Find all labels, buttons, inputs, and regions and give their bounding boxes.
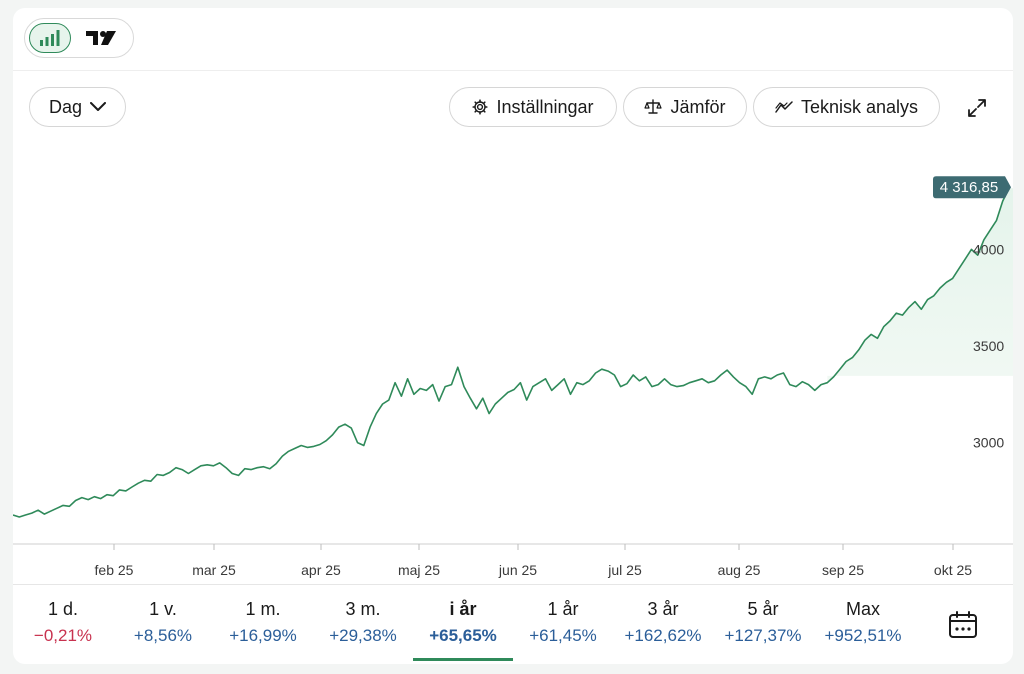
technical-analysis-label: Teknisk analys <box>800 96 919 117</box>
calendar-icon <box>949 611 977 638</box>
chart-card: Dag Inställningar Jämför Teknisk analys <box>13 8 1013 664</box>
x-tick-label: jul 25 <box>607 562 642 578</box>
period-label: 1 v. <box>149 599 177 619</box>
y-tick-label: 4000 <box>973 241 1004 257</box>
period-change: +127,37% <box>724 626 802 645</box>
compare-label: Jämför <box>670 96 726 117</box>
date-range-button[interactable] <box>943 607 983 643</box>
x-tick-label: aug 25 <box>718 562 761 578</box>
period-label: 1 år <box>547 599 579 619</box>
period-option[interactable]: 1 m. +16,99% <box>213 585 313 664</box>
x-tick-label: maj 25 <box>398 562 440 578</box>
technical-analysis-button[interactable]: Teknisk analys <box>753 87 940 127</box>
period-option[interactable]: i år +65,65% <box>413 585 513 664</box>
x-tick-label: apr 25 <box>301 562 341 578</box>
price-line <box>13 187 1010 518</box>
x-tick-label: sep 25 <box>822 562 864 578</box>
compare-button[interactable]: Jämför <box>623 87 747 127</box>
scale-icon <box>644 99 663 114</box>
period-label: Max <box>845 599 880 619</box>
expand-icon <box>968 99 986 117</box>
tradingview-toggle[interactable] <box>81 26 121 50</box>
period-label: i år <box>449 599 477 619</box>
period-option[interactable]: 1 d. −0,21% <box>13 585 113 664</box>
period-label: 1 m. <box>245 599 281 619</box>
view-toggle-bar <box>13 8 1013 71</box>
fullscreen-button[interactable] <box>963 94 991 122</box>
price-area <box>827 188 1013 383</box>
chevron-down-icon <box>90 102 107 111</box>
period-change: +65,65% <box>429 626 497 645</box>
period-label: 3 år <box>647 599 679 619</box>
period-option[interactable]: 1 v. +8,56% <box>113 585 213 664</box>
view-toggle <box>24 18 134 58</box>
period-option[interactable]: Max +952,51% <box>813 585 913 664</box>
x-tick-label: okt 25 <box>934 562 972 578</box>
settings-button[interactable]: Inställningar <box>449 87 617 127</box>
last-price-tag: 4 316,85 <box>933 176 1011 199</box>
period-change: +61,45% <box>529 626 597 645</box>
x-tick-label: mar 25 <box>192 562 236 578</box>
interval-label: Dag <box>48 96 83 117</box>
period-option[interactable]: 1 år +61,45% <box>513 585 613 664</box>
y-axis-labels: 3000 3500 4000 <box>973 241 1004 450</box>
y-tick-label: 3000 <box>973 435 1004 451</box>
period-label: 1 d. <box>47 599 79 619</box>
price-chart[interactable]: 3000 3500 4000 feb 25 mar 25 apr 25 maj 25 jun… <box>13 148 1013 584</box>
period-selector: 1 d. −0,21% 1 v. +8,56% 1 m. +16,99% 3 m. +29,3… <box>13 584 1013 664</box>
x-tick-label: feb 25 <box>95 562 134 578</box>
period-option[interactable]: 3 år +162,62% <box>613 585 713 664</box>
period-change: +29,38% <box>329 626 397 645</box>
gear-icon <box>472 99 489 115</box>
period-label: 5 år <box>747 599 779 619</box>
last-price-label: 4 316,85 <box>940 179 998 196</box>
simple-chart-toggle[interactable] <box>29 23 71 53</box>
last-price-tag-bg <box>933 176 1011 199</box>
period-change: +8,56% <box>133 626 193 645</box>
trend-lines-icon <box>775 101 793 113</box>
period-change: +952,51% <box>824 626 902 645</box>
period-label: 3 m. <box>345 599 381 619</box>
price-line-group <box>13 187 1010 518</box>
period-change: +162,62% <box>624 626 702 645</box>
period-change: +16,99% <box>229 626 297 645</box>
x-tick-label: jun 25 <box>498 562 537 578</box>
price-area-fill <box>827 188 1013 383</box>
settings-label: Inställningar <box>496 96 594 117</box>
period-option[interactable]: 5 år +127,37% <box>713 585 813 664</box>
x-axis: feb 25 mar 25 apr 25 maj 25 jun 25 jul 25 aug … <box>13 543 1013 578</box>
bar-chart-icon <box>40 30 60 46</box>
period-change: −0,21% <box>33 626 93 645</box>
period-option[interactable]: 3 m. +29,38% <box>313 585 413 664</box>
tradingview-logo-icon <box>86 31 116 45</box>
interval-dropdown[interactable]: Dag <box>29 87 126 127</box>
y-tick-label: 3500 <box>973 338 1004 354</box>
